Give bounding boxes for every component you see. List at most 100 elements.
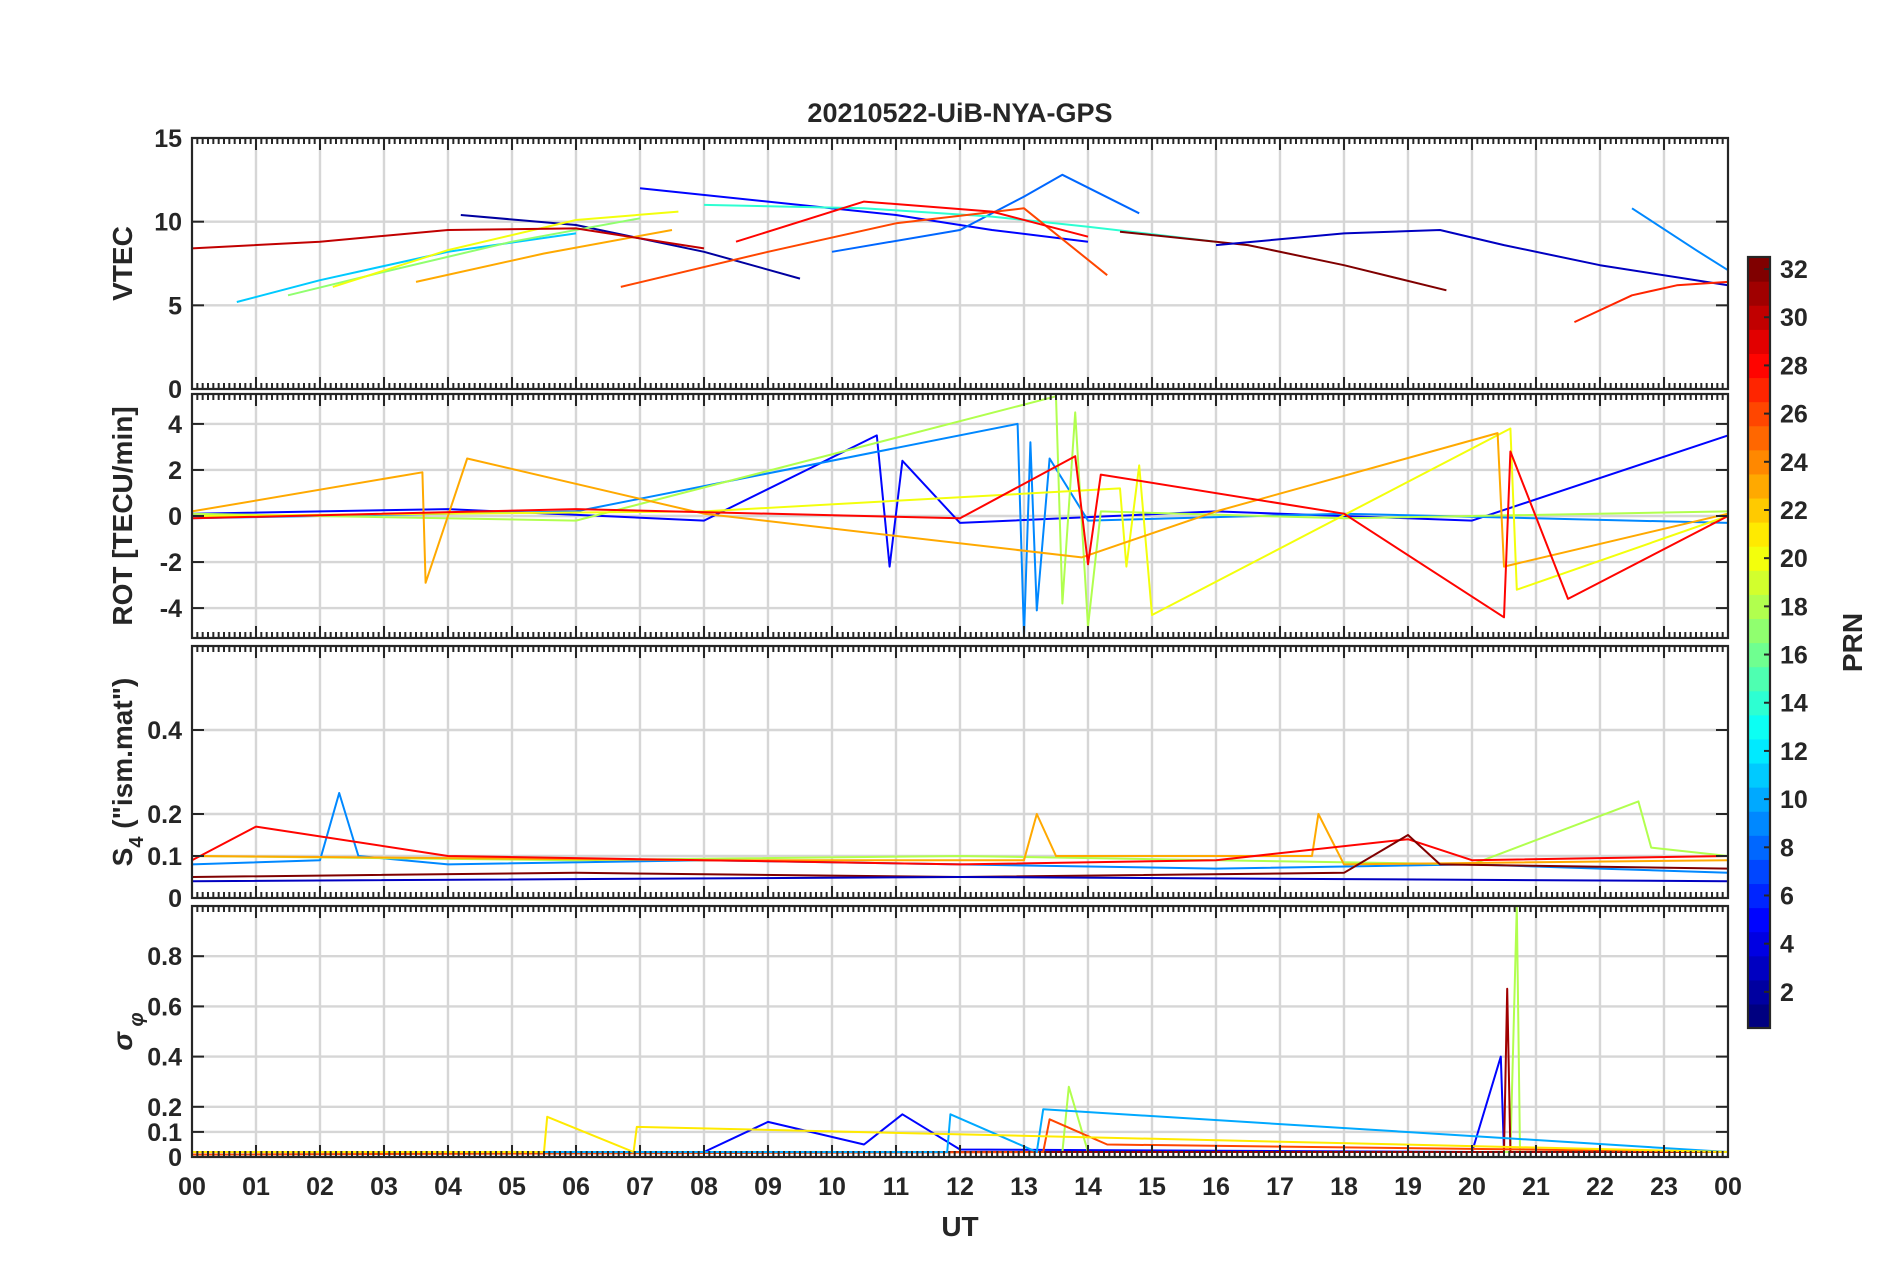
- x-tick-label: 20: [1458, 1173, 1486, 1201]
- series-line-prn-23: [191, 432, 1729, 584]
- colorbar-segment: [1748, 449, 1770, 475]
- series-line-prn-32: [191, 834, 1729, 878]
- y-tick-label: 0: [168, 376, 182, 404]
- x-tick-label: 09: [754, 1173, 782, 1201]
- series-line-prn-23: [415, 229, 673, 283]
- x-tick-label: 03: [370, 1173, 398, 1201]
- series-line-prn-28: [191, 825, 1729, 866]
- colorbar-segment: [1748, 738, 1770, 764]
- colorbar-tick-label: 8: [1780, 834, 1794, 862]
- series-group: [191, 792, 1729, 883]
- series-line-prn-28: [735, 200, 1089, 243]
- x-tick-label: 15: [1138, 1173, 1166, 1201]
- series-line-prn-8: [831, 173, 1140, 253]
- series-line-prn-14: [703, 203, 1217, 243]
- colorbar-segment: [1748, 257, 1770, 282]
- x-axis-label: UT: [941, 1211, 978, 1242]
- colorbar-segment: [1748, 787, 1770, 812]
- series-line-prn-26: [620, 207, 1108, 288]
- x-tick-label: 14: [1074, 1173, 1102, 1201]
- x-tick-label: 13: [1010, 1173, 1038, 1201]
- x-tick-label: 12: [946, 1173, 974, 1201]
- colorbar-tick-label: 6: [1780, 882, 1794, 910]
- panel-sigma-phi: 00.10.2 0.4 0.6 0.8 σ φ: [107, 904, 1730, 1172]
- x-tick-label: 02: [306, 1173, 334, 1201]
- colorbar-segment: [1748, 666, 1770, 692]
- x-tick-label: 22: [1586, 1173, 1614, 1201]
- colorbar-tick-label: 24: [1780, 449, 1808, 477]
- colorbar-segment: [1748, 642, 1770, 668]
- series-line-prn-28: [191, 450, 1729, 619]
- series-line-prn-17: [287, 217, 641, 297]
- series-line-prn-5: [639, 187, 1089, 243]
- y-tick-label: 0.8: [147, 943, 182, 971]
- y-tick-label: 15: [154, 125, 182, 153]
- colorbar-segment: [1748, 401, 1770, 427]
- x-tick-label: 17: [1266, 1173, 1294, 1201]
- panel-rot: -4 -2 0 2 4 ROT [TECU/min]: [107, 392, 1730, 640]
- colorbar-tick-label: 32: [1780, 256, 1808, 284]
- x-tick-label: 10: [818, 1173, 846, 1201]
- colorbar-segment: [1748, 570, 1770, 595]
- colorbar-label: PRN: [1837, 613, 1868, 672]
- colorbar-tick-label: 2: [1780, 979, 1794, 1007]
- y-tick-label: 4: [168, 411, 182, 439]
- x-tick-label: 07: [626, 1173, 654, 1201]
- colorbar-segment: [1748, 305, 1770, 330]
- series-line-prn-9: [1631, 207, 1729, 272]
- series-group: [191, 173, 1729, 324]
- colorbar-tick-label: 18: [1780, 593, 1808, 621]
- series-line-prn-32: [1119, 230, 1447, 292]
- y-axis-label: ROT [TECU/min]: [107, 406, 138, 625]
- y-tick-label: 0.1: [147, 843, 182, 871]
- colorbar-segment: [1748, 473, 1770, 499]
- colorbar-segment: [1748, 353, 1770, 379]
- series-line-prn-3: [1215, 229, 1729, 287]
- colorbar-segment: [1748, 281, 1770, 306]
- colorbar-tick-label: 30: [1780, 304, 1808, 332]
- colorbar-segment: [1748, 377, 1770, 403]
- colorbar-tick-label: 16: [1780, 642, 1808, 670]
- colorbar-tick-label: 20: [1780, 545, 1808, 573]
- x-tick-label: 01: [242, 1173, 270, 1201]
- y-tick-label: 0.6: [147, 993, 182, 1021]
- y-tick-label: 2: [168, 457, 182, 485]
- series-line-prn-18: [191, 395, 1729, 628]
- colorbar-tick-label: 10: [1780, 786, 1808, 814]
- series-line-prn-9: [191, 422, 1729, 637]
- colorbar-segment: [1748, 1003, 1770, 1029]
- colorbar-segment: [1748, 546, 1770, 571]
- x-tick-label: 16: [1202, 1173, 1230, 1201]
- colorbar-segment: [1748, 618, 1770, 644]
- y-tick-label: -4: [160, 595, 182, 623]
- colorbar-segment: [1748, 714, 1770, 740]
- colorbar-frame: [1746, 255, 1772, 1030]
- colorbar-tick-label: 26: [1780, 401, 1808, 429]
- colorbar-segment: [1748, 859, 1770, 885]
- colorbar-tick-label: 28: [1780, 352, 1808, 380]
- colorbar-tick-label: 4: [1780, 931, 1794, 959]
- colorbar-segment: [1748, 955, 1770, 981]
- colorbar-segment: [1748, 690, 1770, 716]
- y-tick-label: 0.4: [147, 1044, 182, 1072]
- panel-vtec: 0 5 10 15 VTEC: [107, 125, 1730, 404]
- x-tick-label: 21: [1522, 1173, 1550, 1201]
- x-tick-label: 05: [498, 1173, 526, 1201]
- y-tick-label: 0.2: [147, 1094, 182, 1122]
- y-tick-label: 0.2: [147, 801, 182, 829]
- y-tick-label: 0: [168, 1144, 182, 1172]
- colorbar-segment: [1748, 497, 1770, 523]
- series-line-prn-3: [191, 876, 1729, 883]
- series-line-prn-20: [332, 210, 679, 288]
- colorbar-tick-label: 12: [1780, 738, 1808, 766]
- y-tick-label: 10: [154, 209, 182, 237]
- colorbar-segment: [1748, 425, 1770, 451]
- colorbar-segment: [1748, 762, 1770, 788]
- y-tick-label: 0.1: [147, 1119, 182, 1147]
- colorbar-segment: [1748, 907, 1770, 933]
- y-axis-label: σ φ: [107, 1012, 148, 1050]
- colorbar-segment: [1748, 835, 1770, 860]
- y-axis-label: S4 ("ism.mat"): [107, 678, 148, 867]
